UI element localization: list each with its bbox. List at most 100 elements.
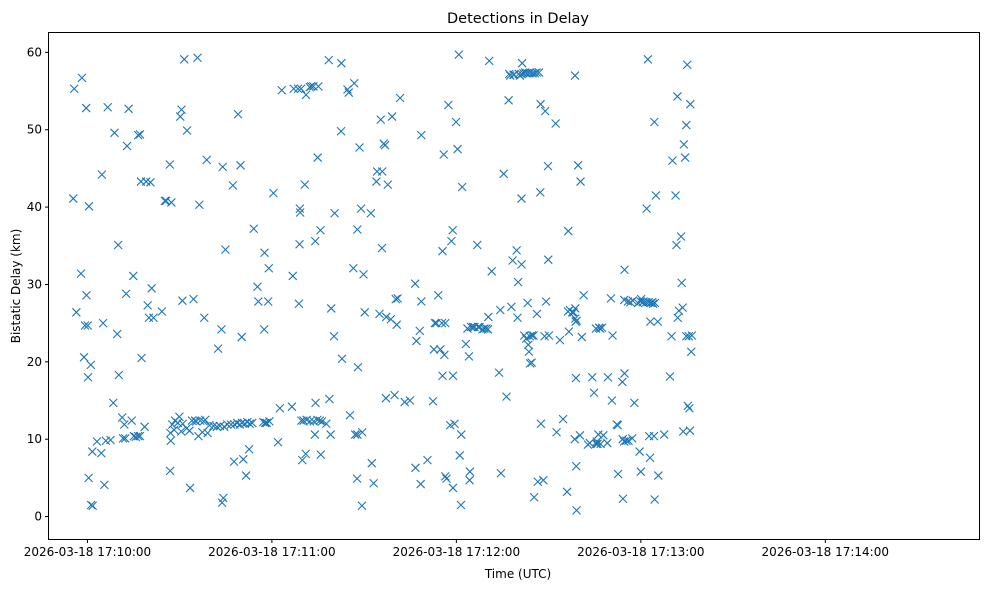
data-point — [456, 500, 466, 510]
data-point — [628, 296, 638, 306]
data-point — [457, 182, 467, 192]
data-point — [185, 426, 194, 436]
data-point — [499, 169, 509, 179]
data-point — [264, 263, 274, 273]
data-point — [165, 160, 175, 169]
data-point — [532, 68, 541, 77]
data-point — [685, 99, 695, 109]
data-point — [536, 99, 545, 109]
data-point — [310, 430, 320, 439]
data-point — [245, 419, 255, 429]
data-point — [415, 326, 425, 336]
data-point — [523, 340, 533, 350]
data-point — [313, 153, 323, 162]
data-point — [217, 324, 226, 334]
data-point — [400, 397, 410, 407]
data-point — [442, 474, 451, 484]
data-point — [543, 255, 553, 265]
data-point — [465, 467, 475, 477]
data-point — [120, 434, 130, 443]
data-point — [114, 370, 124, 380]
data-point — [176, 427, 186, 436]
data-point — [536, 419, 546, 429]
data-point — [185, 483, 195, 493]
data-point — [189, 294, 198, 304]
data-point — [68, 194, 78, 203]
data-point — [366, 208, 376, 218]
data-point — [372, 177, 381, 186]
data-point — [161, 196, 171, 206]
data-point — [411, 336, 421, 346]
data-point — [313, 81, 323, 91]
data-point — [620, 265, 629, 275]
data-point — [416, 479, 426, 489]
data-point — [453, 144, 462, 154]
data-point — [502, 392, 511, 402]
data-point — [429, 345, 439, 354]
data-point — [529, 492, 539, 502]
data-point — [129, 431, 139, 441]
data-point — [448, 483, 458, 493]
data-point — [133, 130, 143, 140]
data-point — [87, 447, 97, 456]
data-point — [552, 427, 561, 437]
y-tick-label: 20 — [27, 355, 42, 369]
data-point — [221, 245, 230, 255]
data-point — [119, 420, 129, 429]
data-point — [472, 240, 482, 250]
data-point — [681, 120, 691, 130]
data-point — [564, 327, 574, 337]
data-point — [672, 240, 681, 250]
data-point — [352, 225, 362, 234]
data-point — [533, 477, 543, 487]
data-point — [336, 58, 346, 68]
data-point — [98, 318, 108, 328]
data-point — [540, 106, 550, 116]
data-point — [577, 332, 587, 342]
y-tick-label: 0 — [34, 510, 42, 524]
data-point — [253, 282, 262, 292]
data-point — [571, 461, 581, 471]
y-axis-label: Bistatic Delay (km) — [9, 229, 23, 344]
data-point — [175, 112, 185, 121]
data-point — [651, 191, 661, 200]
data-point — [479, 324, 489, 333]
data-point — [294, 299, 304, 309]
data-point — [179, 54, 189, 64]
data-point — [551, 119, 561, 128]
data-point — [99, 480, 109, 490]
x-tick-label: 2026-03-18 17:14:00 — [762, 545, 889, 559]
data-point — [513, 277, 523, 287]
data-point — [169, 425, 179, 435]
data-point — [685, 403, 694, 413]
data-point — [202, 155, 212, 165]
data-point — [544, 331, 554, 340]
data-point — [79, 352, 89, 362]
data-point — [352, 474, 362, 484]
data-point — [456, 430, 466, 439]
data-point — [381, 393, 391, 403]
data-point — [525, 331, 535, 341]
data-point — [496, 468, 506, 478]
data-point — [357, 427, 367, 437]
data-point — [659, 430, 669, 439]
data-point — [527, 331, 537, 340]
data-point — [682, 60, 692, 70]
data-point — [439, 350, 449, 360]
data-point — [448, 371, 458, 381]
data-point — [329, 331, 339, 341]
data-point — [642, 204, 652, 214]
chart-title: Detections in Delay — [447, 11, 589, 27]
data-point — [391, 294, 401, 304]
data-point — [575, 430, 585, 440]
data-point — [326, 430, 336, 439]
data-point — [524, 347, 534, 357]
data-point — [316, 225, 325, 235]
data-point — [350, 430, 360, 439]
data-point — [324, 55, 334, 65]
data-point — [86, 360, 96, 370]
data-point — [513, 313, 522, 323]
data-point — [380, 140, 390, 150]
data-point — [383, 180, 393, 190]
